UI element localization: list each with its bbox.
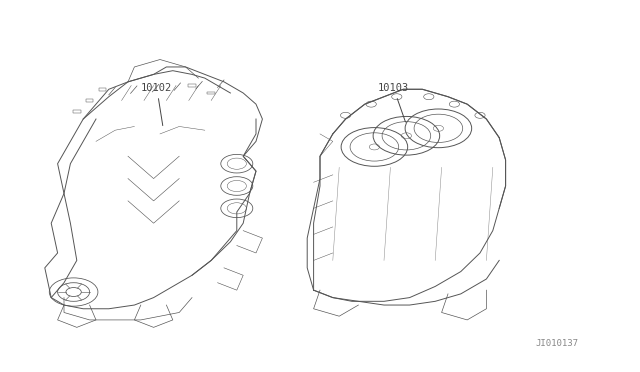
Bar [207, 92, 215, 94]
Text: JI010137: JI010137 [535, 339, 579, 348]
Text: 10103: 10103 [378, 83, 409, 122]
Bar [86, 99, 93, 102]
Bar [73, 110, 81, 113]
Text: 10102: 10102 [141, 83, 172, 126]
Bar [188, 84, 196, 87]
Bar [99, 88, 106, 91]
